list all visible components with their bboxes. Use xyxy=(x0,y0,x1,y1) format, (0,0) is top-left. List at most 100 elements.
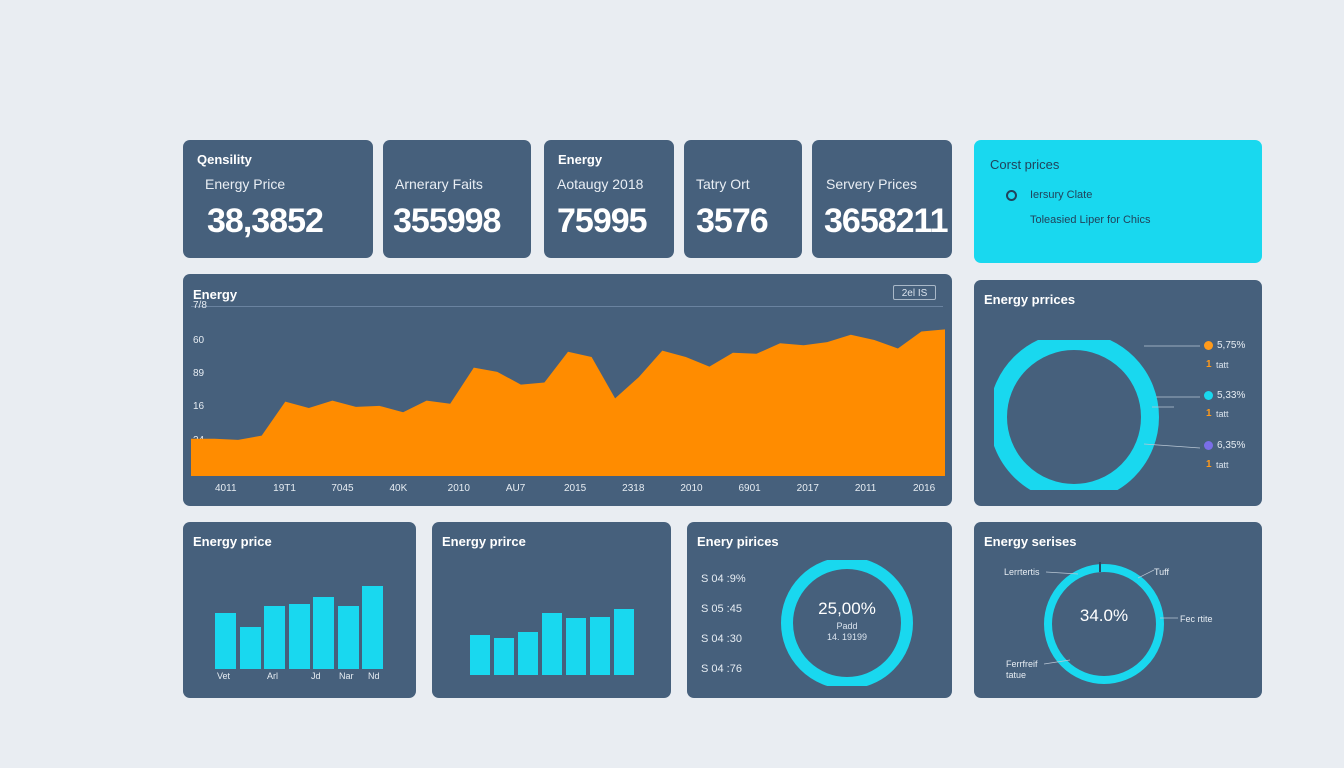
kpi-label: Tatry Ort xyxy=(696,176,750,192)
donut-title: Energy prrices xyxy=(984,292,1076,307)
bar xyxy=(518,631,538,675)
cost-prices-title: Corst prices xyxy=(990,157,1060,172)
kpi-card-2: Arnerary Faits 355998 xyxy=(383,140,531,258)
bar xyxy=(494,637,514,675)
kpi-title: Energy xyxy=(558,152,603,167)
legend-sub2: tatt xyxy=(1216,409,1229,419)
series-center-value: 34.0% xyxy=(1079,606,1129,625)
x-label: Nd xyxy=(368,671,380,681)
y-tick-label: 7/8 xyxy=(193,300,207,311)
bar xyxy=(337,606,359,669)
x-tick-label: 40K xyxy=(389,483,408,494)
energy-prices-list-card: Enery pirices S 04 :9% S 05 :45 S 04 :30… xyxy=(687,522,952,698)
bar-card-title: Energy price xyxy=(193,534,272,549)
area-plot xyxy=(191,329,945,476)
radio-icon[interactable] xyxy=(1006,190,1017,201)
kpi-value: 75995 xyxy=(557,202,648,240)
legend-dot-cyan xyxy=(1204,391,1213,400)
bar xyxy=(288,604,310,669)
legend-dot-orange xyxy=(1204,341,1213,350)
bar xyxy=(264,606,285,669)
kpi-label: Energy Price xyxy=(205,176,286,192)
bar xyxy=(542,612,562,675)
bar xyxy=(239,627,261,669)
legend-value: 6,35% xyxy=(1217,440,1246,451)
series-label: Ferrfreif xyxy=(1006,659,1038,669)
kpi-label: Aotaugy 2018 xyxy=(557,176,644,192)
legend-sub: 1 xyxy=(1206,459,1212,470)
kpi-card-5: Servery Prices 3658211 xyxy=(812,140,952,258)
y-tick-label: 89 xyxy=(193,368,205,379)
energy-price-bar-card-1: Energy price Vet Arl Jd Nar Nd xyxy=(183,522,416,698)
series-label: Lerrtertis xyxy=(1004,567,1040,577)
kpi-label: Servery Prices xyxy=(826,176,918,192)
x-tick-label: 2011 xyxy=(854,483,877,494)
cost-prices-card: Corst prices Iersury Clate Toleasied Lip… xyxy=(974,140,1262,263)
legend-value: 5,33% xyxy=(1217,390,1246,401)
list-card-title: Enery pirices xyxy=(697,534,779,549)
x-tick-label: AU7 xyxy=(505,483,526,494)
x-tick-label: 4011 xyxy=(215,483,237,494)
kpi-value: 38,3852 xyxy=(207,202,324,240)
bar xyxy=(215,613,236,669)
x-tick-label: 19T1 xyxy=(273,483,296,494)
series-label: Fec rtite xyxy=(1180,614,1213,624)
area-series xyxy=(191,329,945,476)
price-row: S 04 :76 xyxy=(701,663,742,675)
legend-sub: 1 xyxy=(1206,408,1212,419)
kpi-card-4: Tatry Ort 3576 xyxy=(684,140,802,258)
kpi-card-1: Qensility Energy Price 38,3852 xyxy=(183,140,373,258)
energy-series-card: Energy serises Lerrtertis Tuff Fec rtite… xyxy=(974,522,1262,698)
x-tick-label: 2010 xyxy=(680,483,703,494)
ring-value: 25,00% xyxy=(818,599,876,618)
series-card-title: Energy serises xyxy=(984,534,1077,549)
x-tick-label: 2017 xyxy=(796,483,819,494)
bar xyxy=(590,616,610,675)
ring-sub2: 14. 19199 xyxy=(826,632,868,642)
x-label: Jd xyxy=(311,671,321,681)
x-tick-label: 2015 xyxy=(564,483,587,494)
x-tick-label: 2318 xyxy=(622,483,645,494)
series-label: Tuff xyxy=(1154,567,1170,577)
legend-dot-purple xyxy=(1204,441,1213,450)
series-ring xyxy=(1044,562,1164,684)
y-tick-label: 16 xyxy=(193,401,205,412)
kpi-value: 3576 xyxy=(696,202,769,240)
legend-sub2: tatt xyxy=(1216,360,1229,370)
price-row: S 05 :45 xyxy=(701,603,742,615)
legend-sub2: tatt xyxy=(1216,460,1229,470)
price-row: S 04 :30 xyxy=(701,633,742,645)
energy-area-chart-card: Energy 2el IS 7/8 60 89 16 24 0 401119T1… xyxy=(183,274,952,506)
legend-sub: 1 xyxy=(1206,359,1212,370)
x-label: Vet xyxy=(217,671,231,681)
cost-option-1[interactable]: Iersury Clate xyxy=(1030,189,1093,201)
price-row: S 04 :9% xyxy=(701,573,746,585)
energy-price-bar-card-2: Energy prirce xyxy=(432,522,671,698)
kpi-card-3: Energy Aotaugy 2018 75995 xyxy=(544,140,674,258)
bar-card-title: Energy prirce xyxy=(442,534,526,549)
donut-ring xyxy=(994,340,1174,490)
bar xyxy=(566,618,586,675)
y-tick-label: 60 xyxy=(193,335,205,346)
bar xyxy=(362,586,383,669)
kpi-title: Qensility xyxy=(197,152,252,167)
bar xyxy=(614,609,634,675)
cost-option-2[interactable]: Toleasied Liper for Chics xyxy=(1030,214,1151,226)
legend-value: 5,75% xyxy=(1217,340,1246,351)
energy-prices-donut-card: Energy prrices 5,75% 1 tatt 5,33% 1 tatt… xyxy=(974,280,1262,506)
x-tick-label: 6901 xyxy=(738,483,761,494)
range-toggle[interactable]: 2el IS xyxy=(893,285,936,300)
bar xyxy=(313,597,334,669)
kpi-label: Arnerary Faits xyxy=(395,176,483,192)
x-label: Arl xyxy=(267,671,278,681)
x-label: Nar xyxy=(339,671,354,681)
ring-sub1: Padd xyxy=(836,621,858,631)
x-tick-label: 2010 xyxy=(447,483,470,494)
series-leader-lines xyxy=(1043,569,1178,665)
progress-ring xyxy=(781,560,913,686)
legend-connectors xyxy=(1144,345,1201,449)
gridline xyxy=(191,306,943,307)
x-tick-label: 2016 xyxy=(913,483,936,494)
bar xyxy=(470,634,490,675)
kpi-value: 3658211 xyxy=(824,202,948,240)
